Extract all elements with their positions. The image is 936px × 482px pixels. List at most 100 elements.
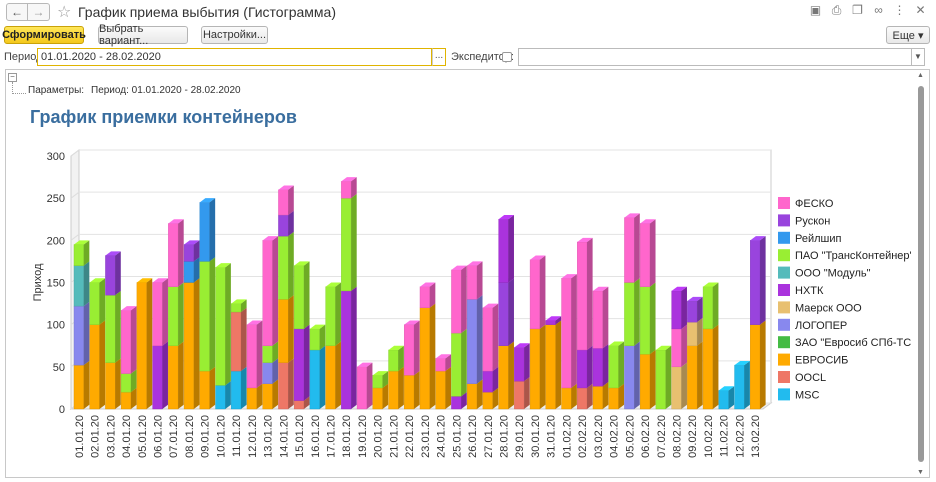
scroll-down-icon[interactable]: ▼ bbox=[917, 469, 924, 476]
x-tick-label: 02.01.20 bbox=[90, 415, 102, 458]
bar-segment bbox=[293, 265, 305, 330]
bar-segment bbox=[624, 282, 635, 346]
bar-segment-side bbox=[587, 345, 593, 388]
bar-segment-top bbox=[467, 261, 483, 266]
period-label: Период: bbox=[4, 51, 46, 63]
bar-segment bbox=[687, 300, 698, 323]
y-tick-label: 50 bbox=[53, 362, 65, 374]
favorite-star-icon[interactable]: ☆ bbox=[57, 4, 72, 21]
settings-button[interactable]: Настройки... bbox=[201, 26, 268, 44]
bar-segment bbox=[199, 370, 210, 410]
x-tick-label: 04.02.20 bbox=[609, 415, 621, 458]
bar-segment bbox=[105, 294, 116, 363]
bar-segment bbox=[73, 364, 84, 410]
bar-segment-top bbox=[734, 360, 750, 366]
x-tick-label: 08.02.20 bbox=[672, 415, 684, 458]
bar-segment-side bbox=[303, 261, 310, 329]
bar-segment bbox=[89, 282, 100, 325]
bar-segment bbox=[325, 286, 336, 346]
bar-segment-top bbox=[592, 286, 609, 291]
bar-segment-top bbox=[262, 236, 279, 241]
bar-segment-side bbox=[728, 386, 735, 409]
forward-button[interactable]: → bbox=[28, 3, 50, 21]
bar-segment-side bbox=[351, 177, 357, 199]
bar-segment-side bbox=[303, 324, 310, 401]
params-value: Период: 01.01.2020 - 28.02.2020 bbox=[91, 85, 241, 96]
bar-segment bbox=[624, 217, 635, 283]
generate-button[interactable]: Сформировать bbox=[2, 26, 86, 44]
bar-segment-top bbox=[655, 345, 672, 350]
bar-segment bbox=[592, 348, 603, 387]
bar-segment bbox=[451, 269, 462, 334]
y-tick-label: 200 bbox=[47, 235, 65, 247]
expeditor-checkbox[interactable] bbox=[502, 52, 512, 62]
bar-segment-top bbox=[498, 215, 514, 220]
copy-icon[interactable]: ❐ bbox=[852, 3, 863, 17]
bar-segment bbox=[404, 324, 415, 376]
toolbar: Сформировать Выбрать вариант... Настройк… bbox=[0, 23, 936, 47]
link-icon[interactable]: ∞ bbox=[874, 3, 883, 17]
bar-segment bbox=[671, 366, 682, 410]
bar-segment bbox=[482, 307, 493, 372]
legend-swatch bbox=[778, 353, 790, 366]
close-icon[interactable]: ✕ bbox=[915, 3, 926, 17]
x-tick-label: 02.02.20 bbox=[577, 415, 589, 458]
expeditor-dropdown-button[interactable]: ▼ bbox=[911, 48, 925, 66]
legend-swatch bbox=[778, 231, 790, 244]
bar-segment bbox=[466, 383, 478, 410]
legend-label: НХТК bbox=[795, 285, 824, 297]
bar-segment-top bbox=[357, 362, 373, 367]
bar-segment bbox=[372, 375, 383, 389]
bar-segment bbox=[498, 345, 509, 410]
bar-segment-side bbox=[209, 257, 216, 372]
scroll-up-icon[interactable]: ▲ bbox=[917, 72, 924, 79]
more-button[interactable]: Еще ▾ bbox=[886, 26, 930, 44]
x-tick-label: 17.01.20 bbox=[326, 415, 338, 458]
bar-segment-side bbox=[178, 282, 184, 346]
bar-segment-side bbox=[288, 185, 294, 216]
bar-segment-side bbox=[272, 358, 279, 384]
bar-segment bbox=[231, 303, 242, 313]
bar-segment bbox=[671, 328, 682, 368]
bar-segment bbox=[577, 349, 588, 389]
bar-segment bbox=[750, 240, 761, 325]
back-button[interactable]: ← bbox=[6, 3, 28, 21]
bar-segment bbox=[89, 324, 100, 410]
select-variant-button[interactable]: Выбрать вариант... bbox=[98, 23, 188, 47]
bar-segment bbox=[577, 387, 588, 410]
arrow-left-icon: ← bbox=[11, 5, 23, 19]
bar-segment-side bbox=[225, 381, 231, 409]
x-tick-label: 27.01.20 bbox=[483, 415, 495, 458]
legend-label: ЕВРОСИБ bbox=[795, 355, 848, 367]
title-bar: ← → ☆ График приема выбытия (Гистограмма… bbox=[0, 0, 936, 24]
bar-segment bbox=[419, 307, 430, 410]
expeditor-input[interactable] bbox=[518, 48, 912, 66]
menu-icon[interactable]: ⋮ bbox=[893, 3, 906, 17]
bar-segment-side bbox=[618, 341, 625, 388]
bar-segment-side bbox=[587, 383, 593, 409]
x-tick-label: 19.01.20 bbox=[357, 415, 369, 458]
period-input[interactable]: 01.01.2020 - 28.02.2020 bbox=[37, 48, 432, 66]
report-area: − Параметры: Период: 01.01.2020 - 28.02.… bbox=[5, 69, 930, 478]
save-icon[interactable]: ▣ bbox=[809, 3, 822, 17]
bar-segment bbox=[388, 349, 399, 372]
bar-segment-side bbox=[83, 301, 90, 366]
vertical-scrollbar[interactable]: ▲ ▼ bbox=[914, 72, 928, 476]
bar-segment-top bbox=[482, 303, 499, 308]
bar-segment-side bbox=[303, 396, 310, 409]
bar-segment bbox=[498, 282, 509, 346]
bar-segment-side bbox=[524, 376, 530, 409]
print-icon[interactable]: ⎙ bbox=[831, 3, 842, 17]
collapse-toggle[interactable]: − bbox=[8, 73, 17, 82]
bar-segment-side bbox=[241, 366, 247, 409]
bar-segment bbox=[262, 383, 273, 410]
bar-segment bbox=[466, 299, 478, 384]
bar-segment bbox=[278, 299, 289, 363]
scroll-thumb[interactable] bbox=[918, 86, 924, 462]
bar-segment-side bbox=[476, 295, 483, 384]
bar-segment-side bbox=[461, 265, 467, 334]
x-tick-label: 12.01.20 bbox=[247, 415, 259, 458]
bar-segment bbox=[734, 364, 745, 410]
period-select-button[interactable]: ... bbox=[432, 48, 446, 66]
bar-segment-side bbox=[697, 296, 703, 323]
